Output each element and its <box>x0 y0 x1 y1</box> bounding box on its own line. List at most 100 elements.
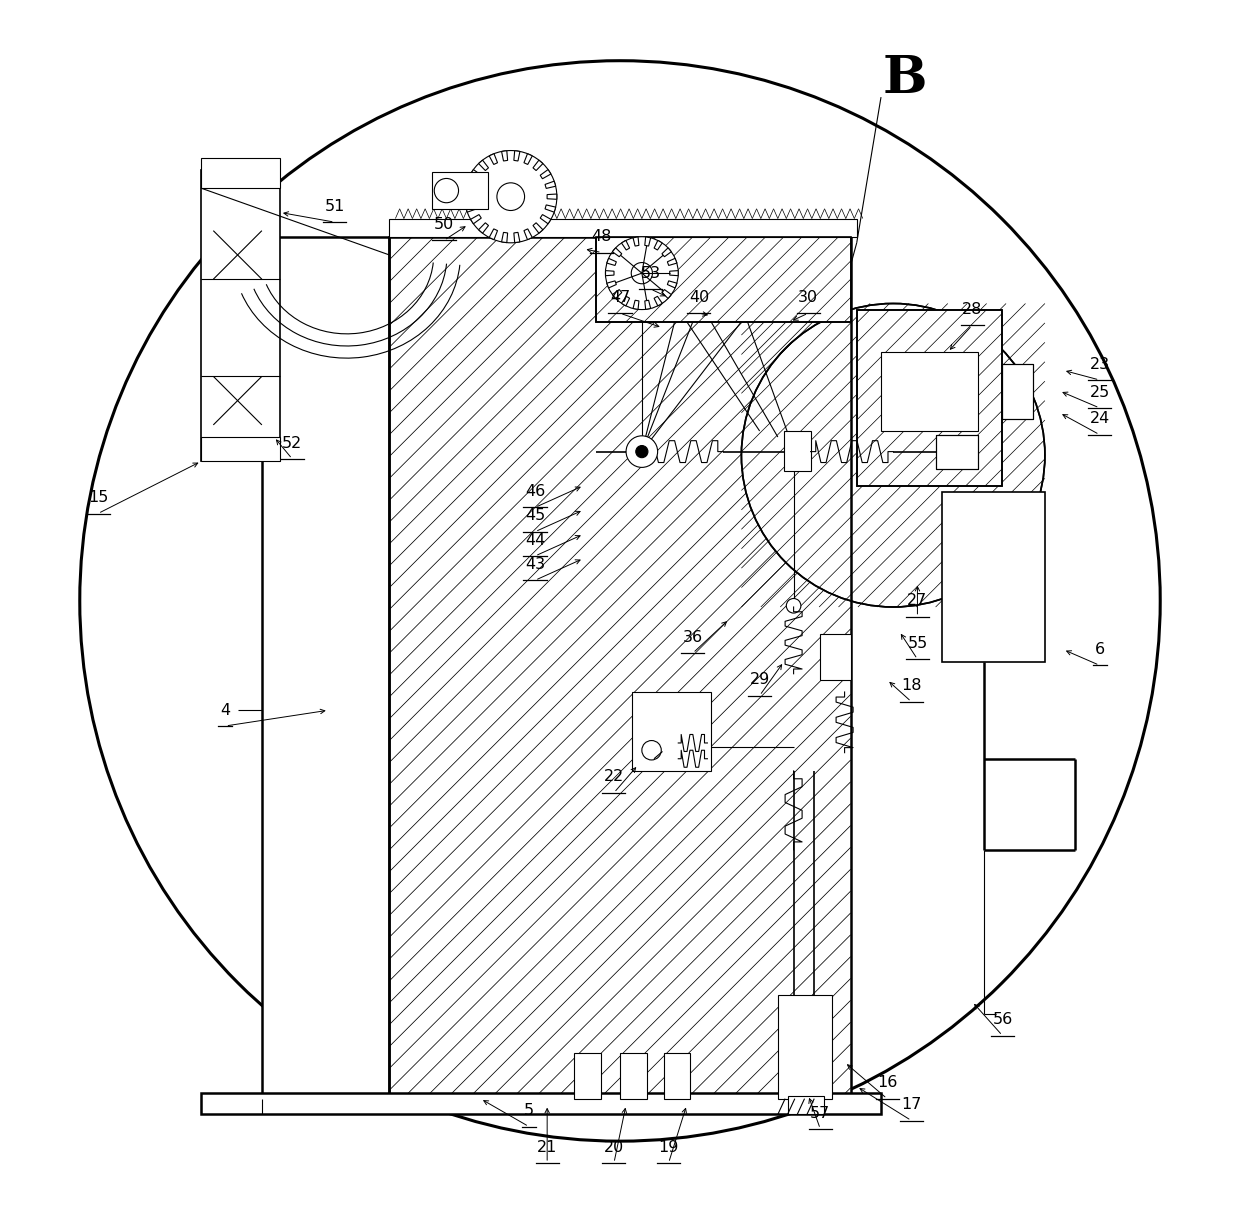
Text: B: B <box>883 53 928 104</box>
Polygon shape <box>662 290 671 299</box>
Text: 15: 15 <box>88 490 108 505</box>
Polygon shape <box>479 160 489 170</box>
Bar <box>389 237 851 1099</box>
Circle shape <box>465 151 557 243</box>
Text: 27: 27 <box>908 594 928 608</box>
Polygon shape <box>667 280 677 288</box>
Text: 24: 24 <box>1090 412 1110 426</box>
Polygon shape <box>525 229 532 239</box>
Polygon shape <box>533 160 543 170</box>
Polygon shape <box>606 280 616 288</box>
Polygon shape <box>490 229 497 239</box>
Circle shape <box>626 436 657 467</box>
Text: 29: 29 <box>749 673 770 687</box>
Text: 22: 22 <box>604 770 624 784</box>
Text: 46: 46 <box>525 484 546 499</box>
Bar <box>201 170 280 461</box>
Polygon shape <box>541 170 551 178</box>
Text: 17: 17 <box>901 1097 921 1112</box>
Bar <box>777 995 832 1099</box>
Circle shape <box>786 599 801 613</box>
Polygon shape <box>621 296 630 306</box>
Polygon shape <box>667 259 677 266</box>
Text: 19: 19 <box>658 1140 678 1155</box>
Polygon shape <box>645 237 651 246</box>
Bar <box>1002 364 1033 419</box>
Text: 57: 57 <box>810 1106 831 1121</box>
Bar <box>595 237 851 322</box>
Text: 45: 45 <box>525 509 546 523</box>
Bar <box>936 435 978 469</box>
Text: 16: 16 <box>877 1076 898 1090</box>
Text: 20: 20 <box>604 1140 624 1155</box>
Polygon shape <box>605 271 614 276</box>
Bar <box>620 1053 647 1099</box>
Text: 25: 25 <box>1090 385 1110 399</box>
Polygon shape <box>606 259 616 266</box>
Polygon shape <box>541 215 551 223</box>
Bar <box>389 219 857 237</box>
Polygon shape <box>653 296 662 306</box>
Bar <box>936 435 978 469</box>
Polygon shape <box>621 240 630 250</box>
Text: 28: 28 <box>962 302 982 317</box>
Polygon shape <box>634 237 639 246</box>
Polygon shape <box>470 170 481 178</box>
Circle shape <box>636 446 649 458</box>
Text: 6: 6 <box>1095 642 1105 657</box>
Text: 40: 40 <box>688 290 709 305</box>
Polygon shape <box>490 154 497 164</box>
Circle shape <box>742 304 1045 607</box>
Polygon shape <box>470 215 481 223</box>
Text: 52: 52 <box>281 436 303 450</box>
Polygon shape <box>479 223 489 233</box>
Bar <box>262 237 389 1099</box>
Text: 23: 23 <box>1090 357 1110 371</box>
Text: 30: 30 <box>799 290 818 305</box>
Text: 56: 56 <box>992 1012 1013 1027</box>
Polygon shape <box>513 232 520 243</box>
Circle shape <box>79 61 1161 1141</box>
Text: 53: 53 <box>640 266 661 280</box>
Bar <box>1002 364 1033 419</box>
Bar <box>880 352 978 431</box>
Bar <box>201 437 280 461</box>
Circle shape <box>434 178 459 203</box>
Bar <box>663 1053 691 1099</box>
Bar <box>432 172 487 209</box>
Text: 18: 18 <box>901 679 921 693</box>
Text: 51: 51 <box>325 199 345 214</box>
Polygon shape <box>670 271 678 276</box>
Bar <box>821 634 851 680</box>
Bar <box>857 310 1002 486</box>
Circle shape <box>605 237 678 310</box>
Polygon shape <box>466 205 476 212</box>
Polygon shape <box>653 240 662 250</box>
Text: 5: 5 <box>523 1104 534 1118</box>
Bar <box>787 1096 823 1114</box>
Bar <box>201 158 280 188</box>
Polygon shape <box>501 151 507 161</box>
Text: 36: 36 <box>683 630 703 645</box>
Polygon shape <box>513 151 520 161</box>
Text: 21: 21 <box>537 1140 557 1155</box>
Circle shape <box>642 741 661 760</box>
Polygon shape <box>546 181 556 188</box>
Text: 50: 50 <box>434 217 454 232</box>
Polygon shape <box>613 290 621 299</box>
Polygon shape <box>525 154 532 164</box>
Bar <box>784 431 811 471</box>
Bar <box>201 1093 880 1114</box>
Polygon shape <box>465 194 475 199</box>
Polygon shape <box>546 205 556 212</box>
Text: 47: 47 <box>610 290 630 305</box>
Polygon shape <box>547 194 557 199</box>
Polygon shape <box>533 223 543 233</box>
Circle shape <box>497 183 525 210</box>
Bar <box>595 237 851 322</box>
Text: 43: 43 <box>525 557 546 572</box>
Text: 55: 55 <box>908 636 928 651</box>
Polygon shape <box>645 300 651 310</box>
Circle shape <box>631 262 652 284</box>
Polygon shape <box>466 181 476 188</box>
